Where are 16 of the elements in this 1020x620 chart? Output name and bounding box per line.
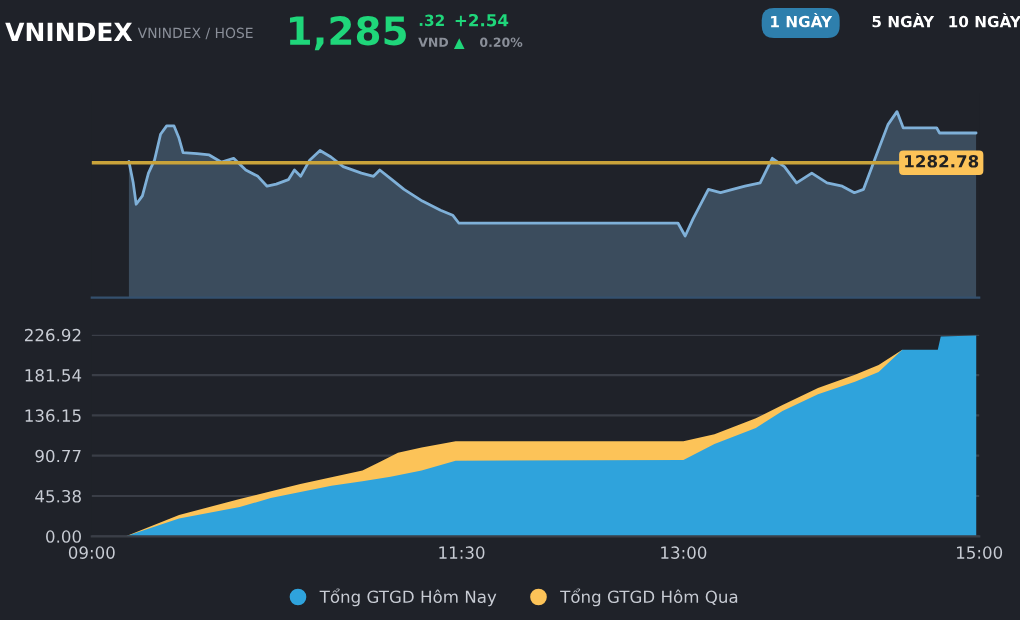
y-tick-label: 0.00	[46, 530, 81, 543]
x-tick-label: 13:00	[661, 546, 707, 559]
x-tick-label: 11:30	[439, 546, 485, 559]
annotation: 1282.78	[905, 154, 979, 168]
y-tick-label: 136.15	[25, 409, 81, 422]
y-tick-label: 90.77	[35, 449, 81, 463]
text: +2.54	[455, 13, 509, 27]
y-tick-label: 181.54	[25, 369, 82, 382]
y-tick-label: 45.38	[35, 489, 81, 503]
text: 1,285	[289, 15, 406, 51]
chart-title: VNINDEX	[5, 22, 133, 41]
legend-label: Tổng GTGD Hôm Qua	[560, 588, 738, 607]
x-tick-label: 15:00	[957, 546, 1003, 559]
x-tick-label: 09:00	[68, 546, 115, 559]
legend-label: Tổng GTGD Hôm Nay	[319, 588, 497, 607]
y-tick-label: 226.92	[24, 328, 81, 342]
